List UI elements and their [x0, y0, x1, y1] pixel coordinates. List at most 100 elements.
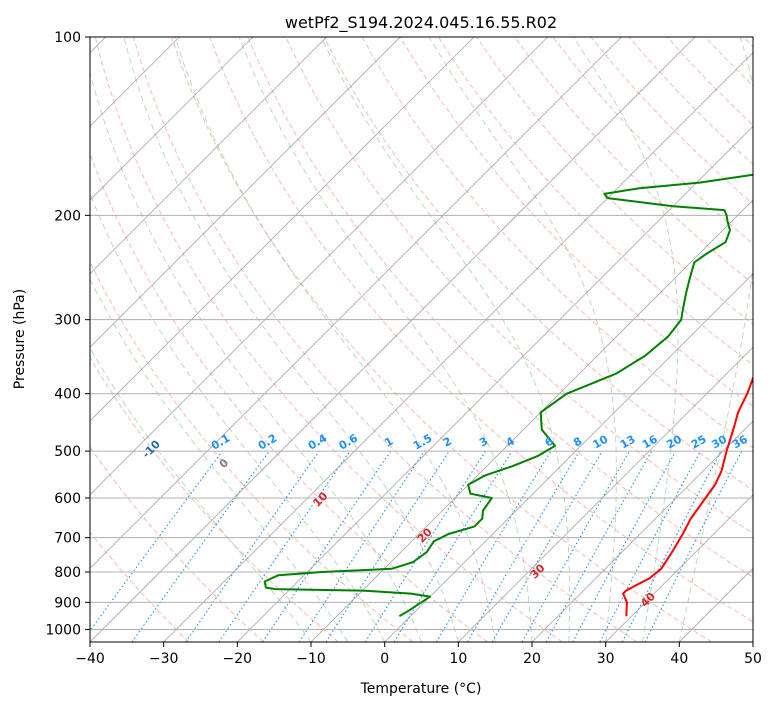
moist-adiabat-line — [238, 37, 533, 642]
x-tick-label: 10 — [449, 651, 467, 667]
dry-adiabat-line — [209, 37, 753, 623]
mixing-ratio-line — [393, 450, 513, 642]
isotherm-line — [458, 346, 753, 642]
dry-adiabat-line — [704, 37, 753, 87]
mixing-ratio-label: 13 — [618, 433, 638, 452]
isotherm-line — [90, 37, 622, 569]
mixing-ratio-lines — [90, 450, 743, 642]
mixing-ratio-line — [621, 450, 722, 642]
moist-adiabat-line — [123, 37, 459, 642]
dewpoint-line — [263, 173, 753, 618]
mixing-ratio-label: 1.5 — [411, 432, 434, 453]
dry-adiabat-line — [90, 446, 264, 642]
mixing-ratio-line — [90, 450, 223, 632]
moist-adiabat-line — [90, 347, 312, 642]
x-axis-label: Temperature (°C) — [360, 681, 482, 697]
isotherm-line — [90, 37, 475, 422]
isotherm-line — [237, 125, 753, 642]
x-tick-label: 50 — [744, 651, 762, 667]
dry-adiabat-line — [437, 37, 753, 366]
dry-adiabat-line — [90, 531, 190, 642]
dry-adiabat-line — [90, 356, 339, 642]
y-tick-label: 1000 — [45, 622, 81, 638]
moist-adiabat-line — [572, 37, 679, 642]
x-tick-label: −20 — [223, 651, 253, 667]
moist-adiabat-line — [174, 37, 496, 642]
dry-adiabat-line — [90, 260, 414, 642]
y-tick-label: 900 — [54, 595, 81, 611]
skewed-isotherms — [90, 37, 753, 642]
mixing-ratio-label: 16 — [640, 432, 660, 451]
dry-adiabat-line — [399, 37, 753, 407]
moist-adiabats — [90, 37, 753, 642]
mixing-ratio-label: 8 — [571, 435, 584, 450]
isotherm-line — [90, 37, 548, 496]
mixing-ratio-label: 3 — [477, 435, 490, 450]
mixing-ratio-line — [644, 450, 743, 642]
x-tick-label: −40 — [75, 651, 105, 667]
mixing-ratio-label: 1 — [382, 435, 395, 450]
y-tick-label: 500 — [54, 444, 81, 460]
mixing-ratio-line — [521, 450, 630, 642]
mixing-ratio-line — [545, 450, 653, 642]
moist-adiabat-line — [320, 37, 571, 642]
mixing-ratio-line — [467, 450, 580, 642]
x-tick-label: −30 — [149, 651, 179, 667]
isotherm-line — [752, 641, 753, 642]
x-tick-label: 40 — [670, 651, 688, 667]
isotherm-line — [163, 52, 753, 642]
plot-background-layers: -100-90-80-70-60-50-40-30-20-10010203040… — [90, 37, 753, 642]
isotherm-line — [90, 37, 327, 275]
x-tick-label: 0 — [380, 651, 389, 667]
moist-adiabat-line — [90, 278, 349, 642]
mixing-ratio-line — [572, 450, 677, 642]
mixing-ratio-line — [131, 450, 270, 642]
x-tick-label: 20 — [523, 651, 541, 667]
plot-frame — [89, 36, 754, 643]
mixing-ratio-line — [218, 450, 351, 642]
mixing-ratio-line — [435, 450, 552, 642]
dry-adiabat-line — [743, 37, 753, 48]
isotherm-line — [679, 567, 753, 642]
isotherm-line — [310, 199, 753, 642]
dry-adiabat-label: 30 — [528, 561, 548, 581]
isotherm-line — [90, 37, 254, 201]
y-axis-ticks: 100 200 300 400 500 600 700 800 900 1000 — [45, 30, 90, 638]
mixing-ratio-label: 25 — [689, 433, 709, 452]
y-axis-label: Pressure (hPa) — [12, 289, 28, 389]
moist-adiabat-line — [90, 192, 386, 642]
isotherm-line — [90, 37, 401, 348]
dry-adiabat-line — [285, 37, 753, 535]
y-tick-label: 800 — [54, 565, 81, 581]
temperature-line — [622, 375, 753, 617]
dry-adiabat-line — [323, 37, 753, 491]
mixing-ratio-label: 2 — [441, 435, 454, 450]
pressure-gridlines — [90, 37, 753, 630]
moist-adiabat-line — [90, 70, 422, 642]
mixing-ratio-line — [262, 450, 392, 642]
dry-adiabat-line — [132, 37, 638, 642]
dry-adiabats — [90, 37, 753, 642]
dry-adiabat-line — [361, 37, 753, 449]
y-tick-label: 200 — [54, 208, 81, 224]
isotherm-line — [384, 273, 753, 642]
dry-adiabat-line — [590, 37, 753, 205]
dry-adiabat-line — [514, 37, 753, 285]
mixing-ratio-line — [185, 450, 320, 642]
x-axis-ticks: −40 −30 −20 −10 0 10 20 30 40 50 — [75, 642, 762, 667]
mixing-ratio-label: 0.1 — [209, 432, 232, 453]
mixing-ratio-line — [298, 450, 425, 642]
isotherm-line — [90, 37, 696, 642]
dry-adiabat-line — [247, 37, 753, 578]
mixing-ratio-label: 0.4 — [306, 431, 330, 452]
y-tick-label: 700 — [54, 531, 81, 547]
x-tick-label: 30 — [597, 651, 615, 667]
chart-title: wetPf2_S194.2024.045.16.55.R02 — [285, 13, 557, 33]
dry-adiabat-line — [90, 152, 488, 642]
mixing-ratio-line — [599, 450, 701, 642]
dry-adiabat-line — [666, 37, 753, 126]
y-tick-label: 300 — [54, 313, 81, 329]
dry-adiabat-label: -10 — [140, 437, 163, 460]
mixing-ratio-label: 20 — [664, 432, 684, 451]
